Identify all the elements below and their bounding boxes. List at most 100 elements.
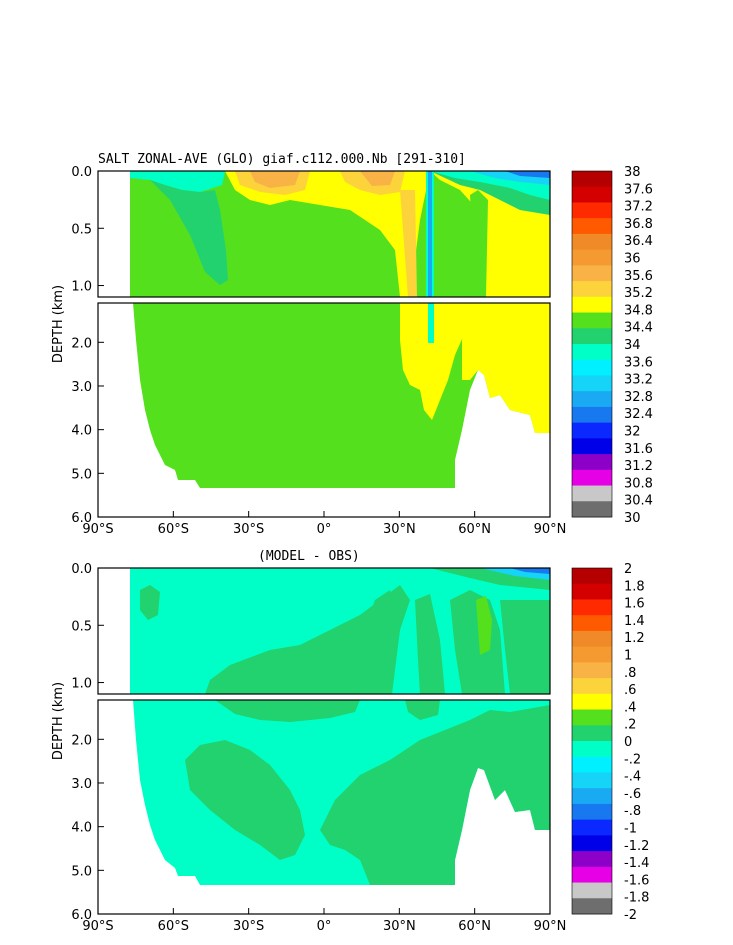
y-tick-label: 1.0 xyxy=(71,280,92,295)
colorbar-label: 33.2 xyxy=(624,373,653,388)
colorbar-label: 37.6 xyxy=(624,182,653,197)
colorbar-label: -1.8 xyxy=(624,891,649,906)
colorbar-swatch xyxy=(572,741,612,758)
colorbar-swatch xyxy=(572,898,612,915)
colorbar-swatch xyxy=(572,501,612,518)
colorbar-label: .6 xyxy=(624,683,636,698)
colorbar-label: 37.2 xyxy=(624,200,653,215)
y-tick-label: 5.0 xyxy=(71,864,92,879)
colorbar-label: 30.4 xyxy=(624,494,653,509)
colorbar-swatch xyxy=(572,583,612,600)
y-tick-label: 6.0 xyxy=(71,908,92,923)
colorbar-swatch xyxy=(572,485,612,502)
salinity-upper-field xyxy=(98,171,550,297)
colorbar-label: -2 xyxy=(624,908,637,923)
colorbar-label: 31.2 xyxy=(624,459,653,474)
colorbar-swatch xyxy=(572,171,612,188)
colorbar-swatch xyxy=(572,344,612,361)
colorbar-swatch xyxy=(572,375,612,392)
colorbar-swatch xyxy=(572,328,612,345)
colorbar-label: 1.4 xyxy=(624,614,645,629)
colorbar-label: 34 xyxy=(624,338,641,353)
x-tick-label: 90°S xyxy=(82,919,113,934)
y-tick-label: 0.0 xyxy=(71,165,92,180)
x-tick-label: 30°N xyxy=(383,919,416,934)
x-tick-label: 0° xyxy=(317,919,332,934)
x-tick-label: 60°N xyxy=(458,522,491,537)
colorbar-label: -.8 xyxy=(624,804,641,819)
salinity-upper-frame xyxy=(97,170,551,298)
colorbar-swatch xyxy=(572,630,612,648)
x-tick-label: 90°N xyxy=(534,919,567,934)
salinity-colorbar: 38 37.6 37.2 36.8 36.4 36 35.6 35.2 34.8 34.4 34 33… xyxy=(571,165,653,526)
colorbar-swatch xyxy=(572,662,612,679)
y-tick-label: 0.5 xyxy=(71,222,92,237)
colorbar-swatch xyxy=(572,186,612,203)
colorbar-label: 2 xyxy=(624,562,632,577)
colorbar-label: 35.6 xyxy=(624,269,653,284)
colorbar-swatch xyxy=(572,312,612,329)
x-tick-label: 0° xyxy=(317,522,332,537)
chart-title: (MODEL - OBS) xyxy=(258,549,360,564)
x-tick-label: 30°S xyxy=(233,522,264,537)
colorbar-swatch xyxy=(572,469,612,487)
colorbar-swatch xyxy=(572,882,612,899)
colorbar-swatch xyxy=(572,422,612,439)
y-tick-label: 5.0 xyxy=(71,467,92,482)
difference-upper-frame xyxy=(97,567,551,695)
colorbar-swatch xyxy=(572,709,612,726)
colorbar-swatch xyxy=(572,756,612,773)
y-tick-label: 0.0 xyxy=(71,562,92,577)
colorbar-label: -1.2 xyxy=(624,839,649,854)
colorbar-swatch xyxy=(572,296,612,314)
x-tick-label: 60°S xyxy=(158,919,189,934)
y-tick-label: 3.0 xyxy=(71,380,92,395)
colorbar-swatch xyxy=(572,391,612,408)
colorbar-swatch xyxy=(572,233,612,251)
colorbar-label: 35.2 xyxy=(624,286,653,301)
colorbar-label: 36.8 xyxy=(624,217,653,232)
colorbar-swatch xyxy=(572,725,612,742)
colorbar-swatch xyxy=(572,249,612,266)
y-axis-label: DEPTH (km) xyxy=(51,682,66,760)
x-tick-label: 60°N xyxy=(458,919,491,934)
y-tick-label: 1.0 xyxy=(71,677,92,692)
colorbar-label: 34.8 xyxy=(624,303,653,318)
colorbar-swatch xyxy=(572,202,612,219)
y-tick-label: 3.0 xyxy=(71,777,92,792)
colorbar-swatch xyxy=(572,678,612,695)
colorbar-label: 36 xyxy=(624,252,641,267)
colorbar-swatch xyxy=(572,281,612,298)
y-tick-label: 2.0 xyxy=(71,733,92,748)
difference-panel: (MODEL - OBS) 90°S 60°S 30°S 0° 30°N 60°N 90°N… xyxy=(51,549,649,934)
x-tick-label: 90°N xyxy=(534,522,567,537)
colorbar-label: 1 xyxy=(624,649,632,664)
colorbar-label: .8 xyxy=(624,666,636,681)
colorbar-swatch xyxy=(572,788,612,805)
salinity-lower-field xyxy=(98,303,550,517)
colorbar-label: 30.8 xyxy=(624,476,653,491)
difference-axes: 90°S 60°S 30°S 0° 30°N 60°N 90°N 0.0 0.5 1.0 2.0 3.… xyxy=(51,562,566,934)
colorbar-label: 1.6 xyxy=(624,597,645,612)
x-tick-label: 30°N xyxy=(383,522,416,537)
y-tick-label: 4.0 xyxy=(71,821,92,836)
colorbar-label: 30 xyxy=(624,511,641,526)
colorbar-label: 31.6 xyxy=(624,442,653,457)
y-axis-label: DEPTH (km) xyxy=(51,285,66,363)
colorbar-swatch xyxy=(572,599,612,616)
colorbar-label: 32 xyxy=(624,425,641,440)
colorbar-label: 38 xyxy=(624,165,641,180)
colorbar-label: 1.8 xyxy=(624,579,645,594)
colorbar-swatch xyxy=(572,835,612,852)
colorbar-swatch xyxy=(572,568,612,585)
x-tick-label: 90°S xyxy=(82,522,113,537)
difference-colorbar: 21.81.61.41.21.8.6.4.20-.2-.4-.6-.8-1-1.… xyxy=(571,562,649,923)
colorbar-swatch xyxy=(572,646,612,663)
colorbar-label: 34.4 xyxy=(624,321,653,336)
colorbar-swatch xyxy=(572,693,612,711)
salinity-panel: SALT ZONAL-AVE (GLO) giaf.c112.000.Nb [2… xyxy=(51,152,653,537)
y-tick-label: 4.0 xyxy=(71,424,92,439)
colorbar-swatch xyxy=(572,803,612,821)
colorbar-swatch xyxy=(572,406,612,424)
